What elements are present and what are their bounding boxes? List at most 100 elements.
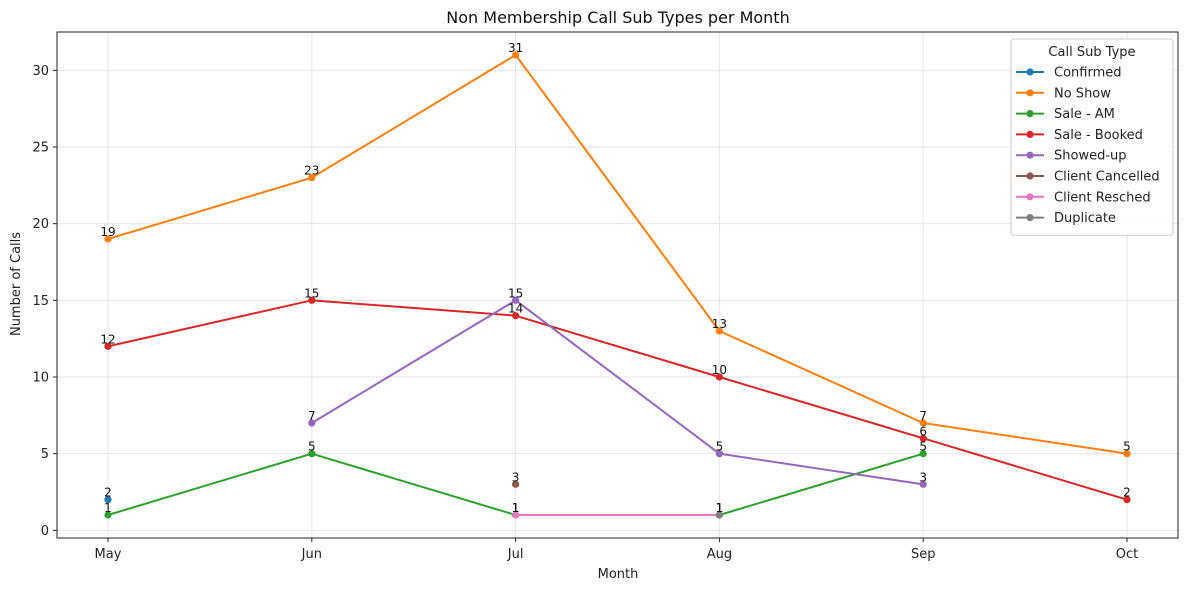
x-axis-label: Month: [598, 567, 639, 582]
data-point-no-show: [919, 419, 927, 427]
legend-label: Client Cancelled: [1054, 170, 1160, 185]
series-no-show: [104, 51, 1131, 458]
data-point-no-show: [511, 51, 520, 59]
data-label-sale-booked: 10: [712, 363, 727, 377]
series-line-sale-booked: [107, 299, 1128, 501]
legend-swatch-marker: [1026, 130, 1034, 138]
series-duplicate: [715, 511, 724, 519]
data-point-duplicate: [715, 511, 724, 519]
series-confirmed: [104, 496, 112, 504]
data-point-sale-booked: [104, 342, 112, 350]
legend-swatch-marker: [1026, 110, 1034, 118]
data-label-sale-booked: 15: [304, 286, 319, 300]
legend-swatch-marker: [1026, 89, 1034, 97]
data-point-client-cancelled: [511, 480, 520, 488]
legend-item-duplicate: Duplicate: [1016, 211, 1116, 226]
y-tick-label: 15: [32, 294, 49, 309]
data-point-no-show: [1123, 450, 1131, 458]
data-point-showed-up: [308, 419, 316, 427]
data-label-no-show: 5: [1123, 440, 1131, 454]
legend: Call Sub Type Confirmed No Show Sale - AM Sa…: [1010, 38, 1174, 236]
data-point-sale-am: [919, 450, 927, 458]
data-label-no-show: 19: [100, 225, 115, 239]
legend-label: Duplicate: [1054, 211, 1116, 226]
data-point-sale-booked: [1123, 496, 1131, 504]
data-point-sale-booked: [715, 373, 724, 381]
series-showed-up: [308, 296, 927, 488]
data-point-confirmed: [104, 496, 112, 504]
series-line-no-show: [107, 54, 1128, 455]
data-label-sale-am: 5: [919, 440, 927, 454]
y-tick-label: 20: [32, 217, 49, 232]
x-tick-label: Sep: [911, 547, 936, 562]
data-label-showed-up: 7: [308, 409, 316, 423]
legend-swatch-marker: [1026, 68, 1034, 76]
y-tick-label: 10: [32, 371, 49, 386]
data-label-no-show: 31: [508, 41, 523, 55]
data-label-showed-up: 15: [508, 286, 523, 300]
series-line-showed-up: [311, 299, 924, 486]
data-point-sale-booked: [919, 434, 927, 442]
data-label-no-show: 23: [304, 164, 319, 178]
legend-label: No Show: [1054, 86, 1111, 101]
data-point-showed-up: [715, 450, 724, 458]
y-tick-label: 5: [41, 447, 49, 462]
chart-title: Non Membership Call Sub Types per Month: [446, 8, 789, 27]
data-point-showed-up: [919, 480, 927, 488]
data-point-client-resched: [511, 511, 520, 519]
x-tick-label: May: [95, 547, 122, 562]
data-point-no-show: [308, 174, 316, 182]
legend-label: Client Resched: [1054, 190, 1151, 205]
data-label-showed-up: 5: [716, 440, 724, 454]
data-label-sale-am: 1: [512, 501, 520, 515]
legend-item-confirmed: Confirmed: [1016, 66, 1122, 81]
data-label-duplicate: 1: [716, 501, 724, 515]
data-point-sale-booked: [511, 312, 520, 320]
data-label-sale-am: 1: [104, 501, 112, 515]
legend-swatch-marker: [1026, 172, 1034, 180]
plot-frame: [56, 31, 1179, 539]
legend-title: Call Sub Type: [1048, 45, 1135, 60]
data-label-sale-booked: 6: [919, 424, 927, 438]
legend-item-sale-booked: Sale - Booked: [1016, 128, 1143, 143]
legend-item-showed-up: Showed-up: [1016, 149, 1127, 164]
data-point-sale-booked: [308, 296, 316, 304]
legend-swatch-marker: [1026, 193, 1034, 201]
data-label-sale-am: 5: [308, 440, 316, 454]
x-tick-label: Jun: [301, 547, 322, 562]
y-tick-label: 0: [41, 524, 49, 539]
data-point-no-show: [715, 327, 724, 335]
series-client-cancelled: [511, 480, 520, 488]
legend-swatch-marker: [1026, 214, 1034, 222]
series-layer: [104, 51, 1131, 519]
series-sale-booked: [104, 296, 1131, 504]
legend-box: [1010, 38, 1174, 236]
x-tick-label: Aug: [707, 547, 732, 562]
x-tick-label: Jul: [507, 547, 524, 562]
y-tick-label: 30: [32, 64, 49, 79]
legend-label: Showed-up: [1054, 149, 1127, 164]
data-label-confirmed: 2: [104, 486, 112, 500]
data-label-client-cancelled: 3: [512, 470, 520, 484]
data-label-client-resched: 1: [716, 501, 724, 515]
legend-label: Sale - Booked: [1054, 128, 1143, 143]
legend-label: Sale - AM: [1054, 107, 1115, 122]
data-point-no-show: [104, 235, 112, 243]
data-label-no-show: 13: [712, 317, 727, 331]
data-label-client-resched: 1: [512, 501, 520, 515]
data-point-showed-up: [511, 296, 520, 304]
data-label-sale-booked: 2: [1123, 486, 1131, 500]
data-point-sale-am: [104, 511, 112, 519]
y-axis-label: Number of Calls: [9, 232, 24, 336]
data-point-sale-am: [308, 450, 316, 458]
legend-item-sale-am: Sale - AM: [1016, 107, 1115, 122]
data-label-no-show: 7: [919, 409, 927, 423]
y-tick-label: 25: [32, 141, 49, 156]
legend-item-client-resched: Client Resched: [1016, 190, 1151, 205]
data-label-sale-booked: 12: [100, 332, 115, 346]
